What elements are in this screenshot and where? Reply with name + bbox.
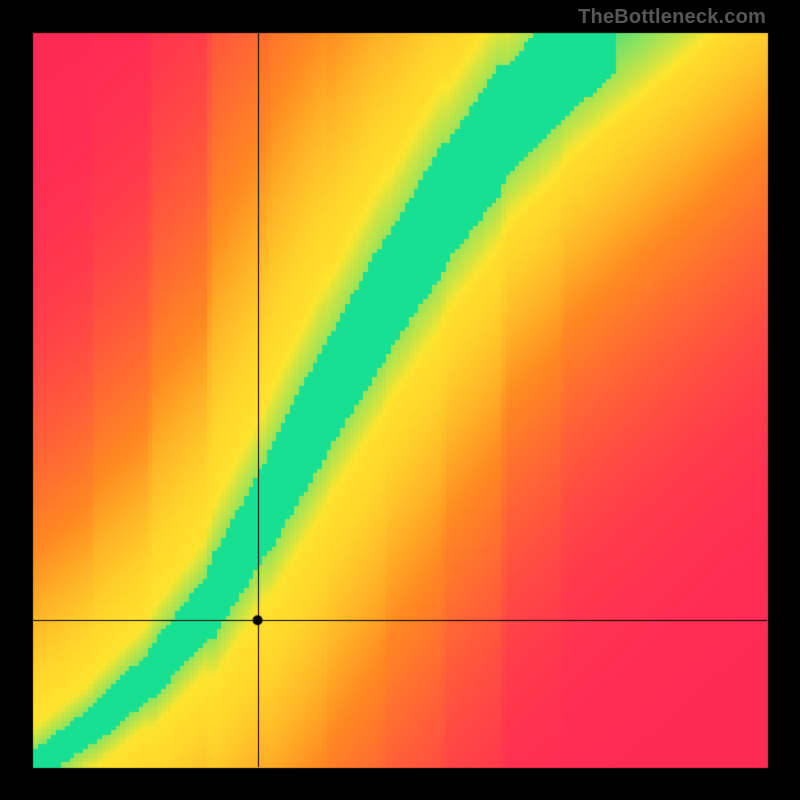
watermark-text: TheBottleneck.com — [578, 6, 766, 29]
bottleneck-heatmap — [0, 0, 800, 800]
chart-container: TheBottleneck.com — [0, 0, 800, 800]
